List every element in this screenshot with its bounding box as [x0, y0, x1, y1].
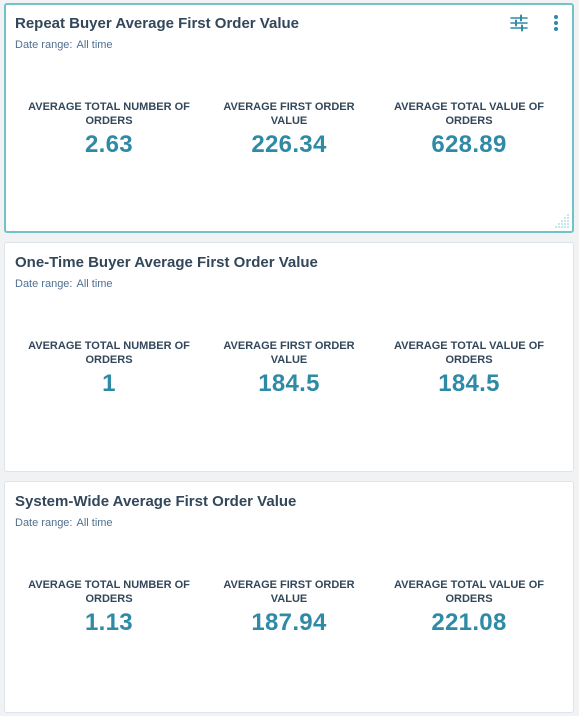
metric-avg-total-value: AVERAGE TOTAL VALUE OF ORDERS 221.08 [384, 578, 554, 637]
metric-value: 226.34 [251, 131, 327, 158]
date-range-label: Date range: [15, 39, 73, 51]
metric-label: AVERAGE FIRST ORDER VALUE [223, 101, 355, 127]
metric-value: 628.89 [431, 131, 507, 158]
report-card-system-wide[interactable]: System-Wide Average First Order Value Da… [4, 481, 574, 713]
report-title: One-Time Buyer Average First Order Value [15, 254, 318, 271]
metric-value: 2.63 [85, 131, 133, 158]
metric-value: 1.13 [85, 609, 133, 636]
date-range-value: All time [76, 517, 113, 529]
report-card-repeat-buyer[interactable]: Repeat Buyer Average First Order Value D… [4, 3, 574, 233]
metric-value: 184.5 [438, 370, 500, 397]
date-range: Date range: All time [15, 517, 113, 529]
vertical-ellipsis-icon[interactable] [546, 13, 566, 33]
date-range-value: All time [76, 278, 113, 290]
date-range-label: Date range: [15, 278, 73, 290]
resize-handle-icon[interactable] [552, 211, 570, 229]
metric-label: AVERAGE TOTAL NUMBER OF ORDERS [28, 340, 190, 366]
metric-avg-total-value: AVERAGE TOTAL VALUE OF ORDERS 628.89 [384, 100, 554, 159]
metric-avg-first-order-value: AVERAGE FIRST ORDER VALUE 184.5 [204, 339, 374, 398]
metric-value: 184.5 [258, 370, 320, 397]
report-card-one-time-buyer[interactable]: One-Time Buyer Average First Order Value… [4, 242, 574, 472]
metric-avg-first-order-value: AVERAGE FIRST ORDER VALUE 226.34 [204, 100, 374, 159]
metric-label: AVERAGE FIRST ORDER VALUE [223, 579, 355, 605]
metric-label: AVERAGE TOTAL NUMBER OF ORDERS [28, 579, 190, 605]
date-range: Date range: All time [15, 39, 113, 51]
metric-label: AVERAGE TOTAL VALUE OF ORDERS [394, 579, 544, 605]
metric-value: 187.94 [251, 609, 327, 636]
metric-label: AVERAGE TOTAL VALUE OF ORDERS [394, 340, 544, 366]
date-range-label: Date range: [15, 517, 73, 529]
metric-label: AVERAGE TOTAL NUMBER OF ORDERS [28, 101, 190, 127]
metric-value: 1 [102, 370, 116, 397]
metric-avg-total-orders: AVERAGE TOTAL NUMBER OF ORDERS 2.63 [24, 100, 194, 159]
metric-label: AVERAGE TOTAL VALUE OF ORDERS [394, 101, 544, 127]
metric-avg-first-order-value: AVERAGE FIRST ORDER VALUE 187.94 [204, 578, 374, 637]
metric-value: 221.08 [431, 609, 507, 636]
sliders-icon[interactable] [509, 13, 529, 33]
metric-label: AVERAGE FIRST ORDER VALUE [223, 340, 355, 366]
date-range-value: All time [76, 39, 113, 51]
report-title: System-Wide Average First Order Value [15, 493, 297, 510]
report-title: Repeat Buyer Average First Order Value [15, 15, 300, 32]
metric-avg-total-orders: AVERAGE TOTAL NUMBER OF ORDERS 1.13 [24, 578, 194, 637]
metric-avg-total-orders: AVERAGE TOTAL NUMBER OF ORDERS 1 [24, 339, 194, 398]
date-range: Date range: All time [15, 278, 113, 290]
metric-avg-total-value: AVERAGE TOTAL VALUE OF ORDERS 184.5 [384, 339, 554, 398]
